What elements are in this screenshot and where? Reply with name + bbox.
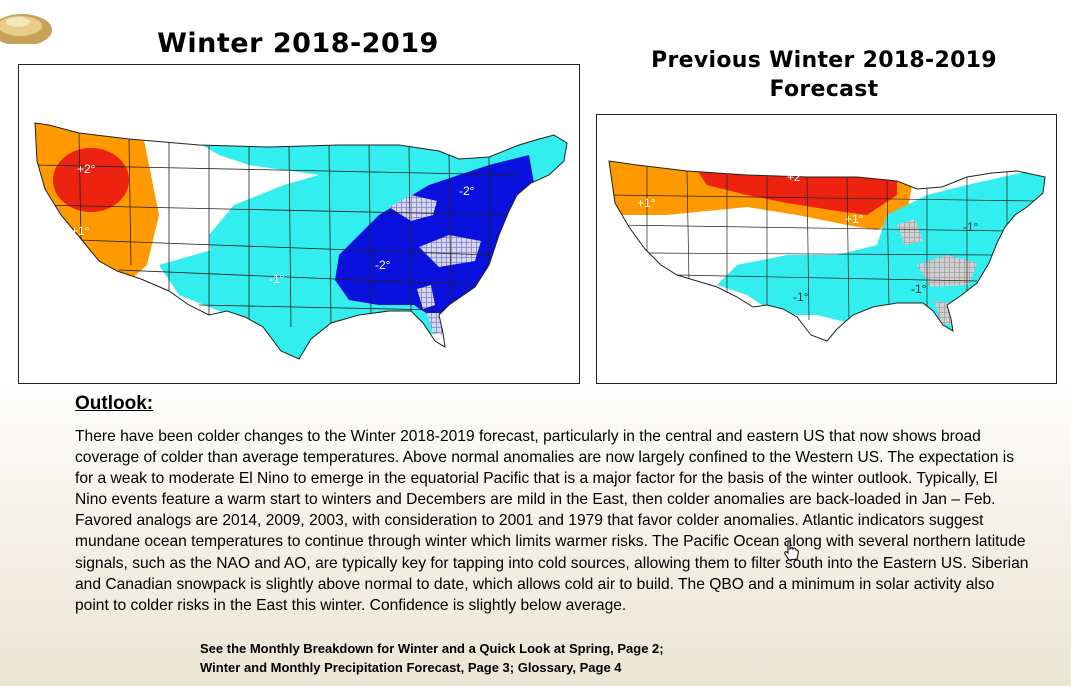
corner-ornament [0, 14, 52, 44]
label-north-warm-2: +2° [787, 170, 806, 184]
label-south-cold-1: -1° [793, 290, 809, 304]
outlook-body: There have been colder changes to the Wi… [75, 428, 1029, 614]
label-southeast-cold-1: -1° [911, 282, 927, 296]
label-midwest-warm-1: +1° [845, 212, 864, 226]
previous-forecast-title: Previous Winter 2018-2019 Forecast [651, 48, 997, 102]
page-reference-line-2: Winter and Monthly Precipitation Forecas… [200, 660, 622, 675]
hand-cursor-icon [784, 540, 799, 561]
label-south-cold-1: -1° [269, 272, 285, 286]
label-southeast-cold-2: -2° [375, 258, 391, 272]
label-north-cold-1: -1° [251, 184, 267, 198]
page-references: See the Monthly Breakdown for Winter and… [200, 639, 900, 677]
current-winter-title: Winter 2018-2019 [157, 28, 439, 59]
page-reference-line-1: See the Monthly Breakdown for Winter and… [200, 641, 664, 656]
previous-forecast-map: +2° +1° +1° -1° -1° -1° [596, 114, 1057, 384]
current-winter-map: +2° +1° -1° -1° -2° -2° [18, 64, 580, 384]
label-west-warm-1: +1° [71, 224, 90, 238]
label-northeast-cold-1: -1° [963, 220, 979, 234]
warm-2-region [53, 148, 129, 212]
outlook-heading: Outlook: [75, 393, 154, 414]
label-west-warm-2: +2° [77, 162, 96, 176]
label-east-cold-2: -2° [459, 184, 475, 198]
label-northwest-warm-1: +1° [637, 196, 656, 210]
